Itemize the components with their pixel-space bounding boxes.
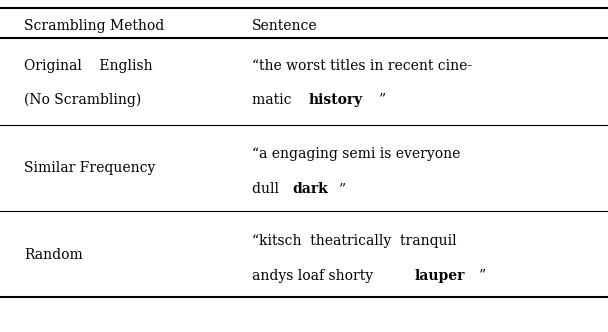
Text: Similar Frequency: Similar Frequency	[24, 161, 156, 176]
Text: dull: dull	[252, 182, 284, 196]
Text: “kitsch  theatrically  tranquil: “kitsch theatrically tranquil	[252, 234, 457, 248]
Text: “a engaging semi is everyone: “a engaging semi is everyone	[252, 147, 461, 161]
Text: matic: matic	[252, 93, 296, 107]
Text: “the worst titles in recent cine-: “the worst titles in recent cine-	[252, 59, 472, 73]
Text: dark: dark	[293, 182, 328, 196]
Text: Original    English: Original English	[24, 59, 153, 73]
Text: (No Scrambling): (No Scrambling)	[24, 92, 142, 107]
Text: lauper: lauper	[414, 269, 465, 283]
Text: ”: ”	[479, 269, 486, 283]
Text: Table 1: ...: Table 1: ...	[12, 314, 60, 323]
Text: ”: ”	[379, 93, 386, 107]
Text: Scrambling Method: Scrambling Method	[24, 19, 165, 33]
Text: ”: ”	[339, 182, 346, 196]
Text: andys loaf shorty: andys loaf shorty	[252, 269, 378, 283]
Text: Random: Random	[24, 248, 83, 262]
Text: Sentence: Sentence	[252, 19, 318, 33]
Text: history: history	[309, 93, 363, 107]
